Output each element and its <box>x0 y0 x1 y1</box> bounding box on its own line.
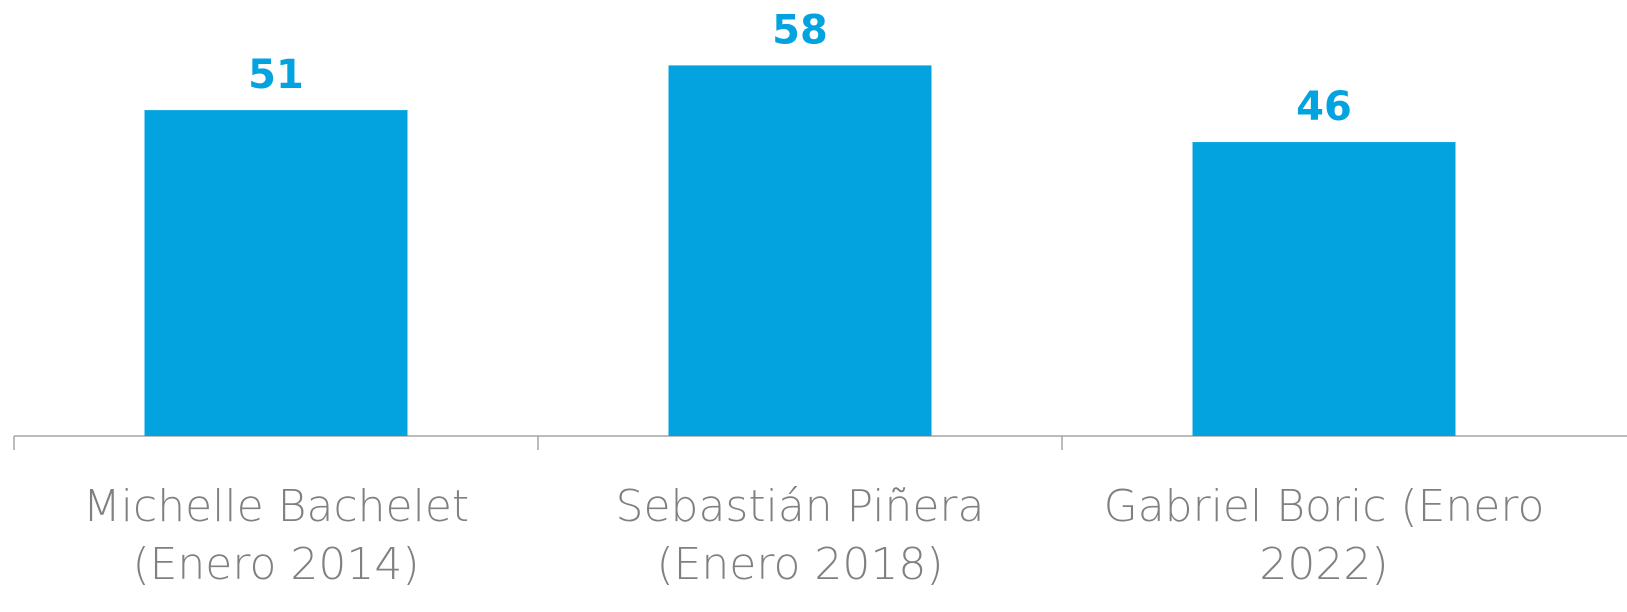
x-tick-label: Gabriel Boric (Enero 2022) <box>1103 481 1545 590</box>
bar <box>144 110 408 437</box>
x-tick-label: Michelle Bachelet (Enero 2014) <box>82 481 470 590</box>
bar <box>668 65 932 436</box>
x-tick-label: Sebastián Piñera (Enero 2018) <box>615 481 985 590</box>
data-label: 46 <box>1296 84 1352 130</box>
data-label: 58 <box>772 7 828 53</box>
bar <box>1192 142 1456 436</box>
data-label: 51 <box>248 52 304 98</box>
